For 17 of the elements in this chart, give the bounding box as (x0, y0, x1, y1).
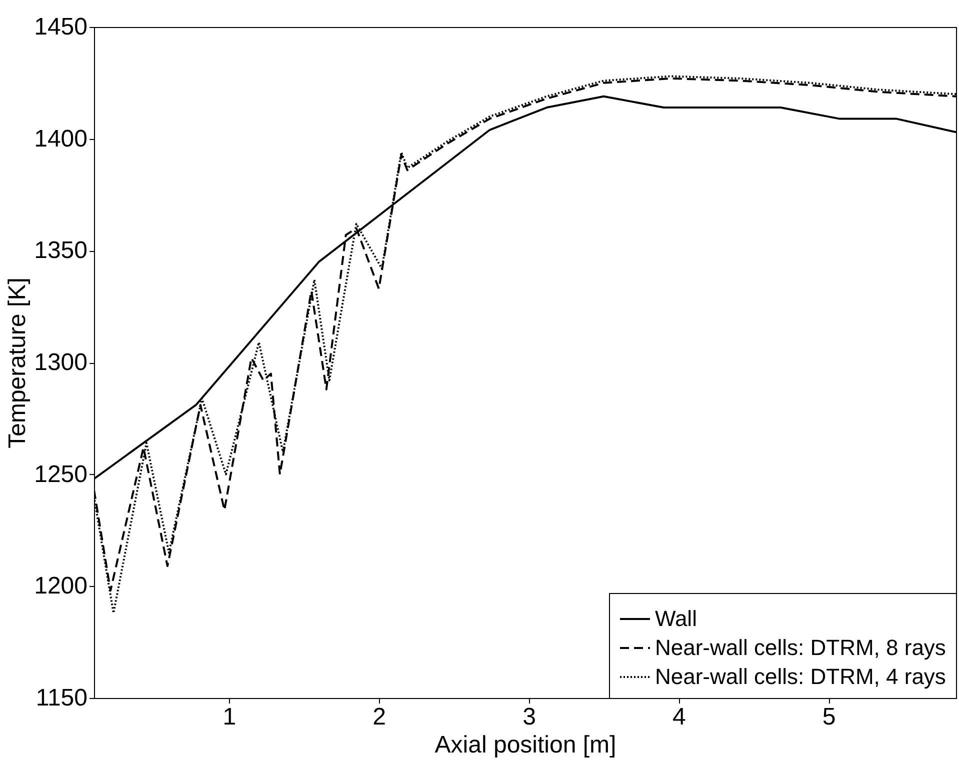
x-tick-label: 3 (522, 704, 536, 730)
y-tick-label: 1450 (34, 14, 88, 40)
y-tick-label: 1200 (34, 572, 88, 600)
x-axis-title: Axial position [m] (434, 732, 616, 758)
x-tick-label: 2 (372, 704, 386, 730)
y-axis-title: Temperature [K] (4, 278, 32, 448)
x-tick-label: 1 (222, 704, 236, 730)
legend-label: Wall (655, 606, 697, 631)
y-tick-label: 1150 (36, 684, 88, 712)
x-tick-label: 4 (672, 704, 686, 730)
legend-label: Near-wall cells: DTRM, 8 rays (655, 635, 946, 660)
legend-label: Near-wall cells: DTRM, 4 rays (655, 664, 946, 689)
y-tick-label: 1300 (34, 349, 88, 376)
x-tick-label: 5 (822, 704, 836, 730)
y-tick-label: 1250 (34, 460, 88, 488)
y-tick-label: 1350 (34, 237, 88, 264)
y-tick-label: 1400 (34, 125, 88, 152)
